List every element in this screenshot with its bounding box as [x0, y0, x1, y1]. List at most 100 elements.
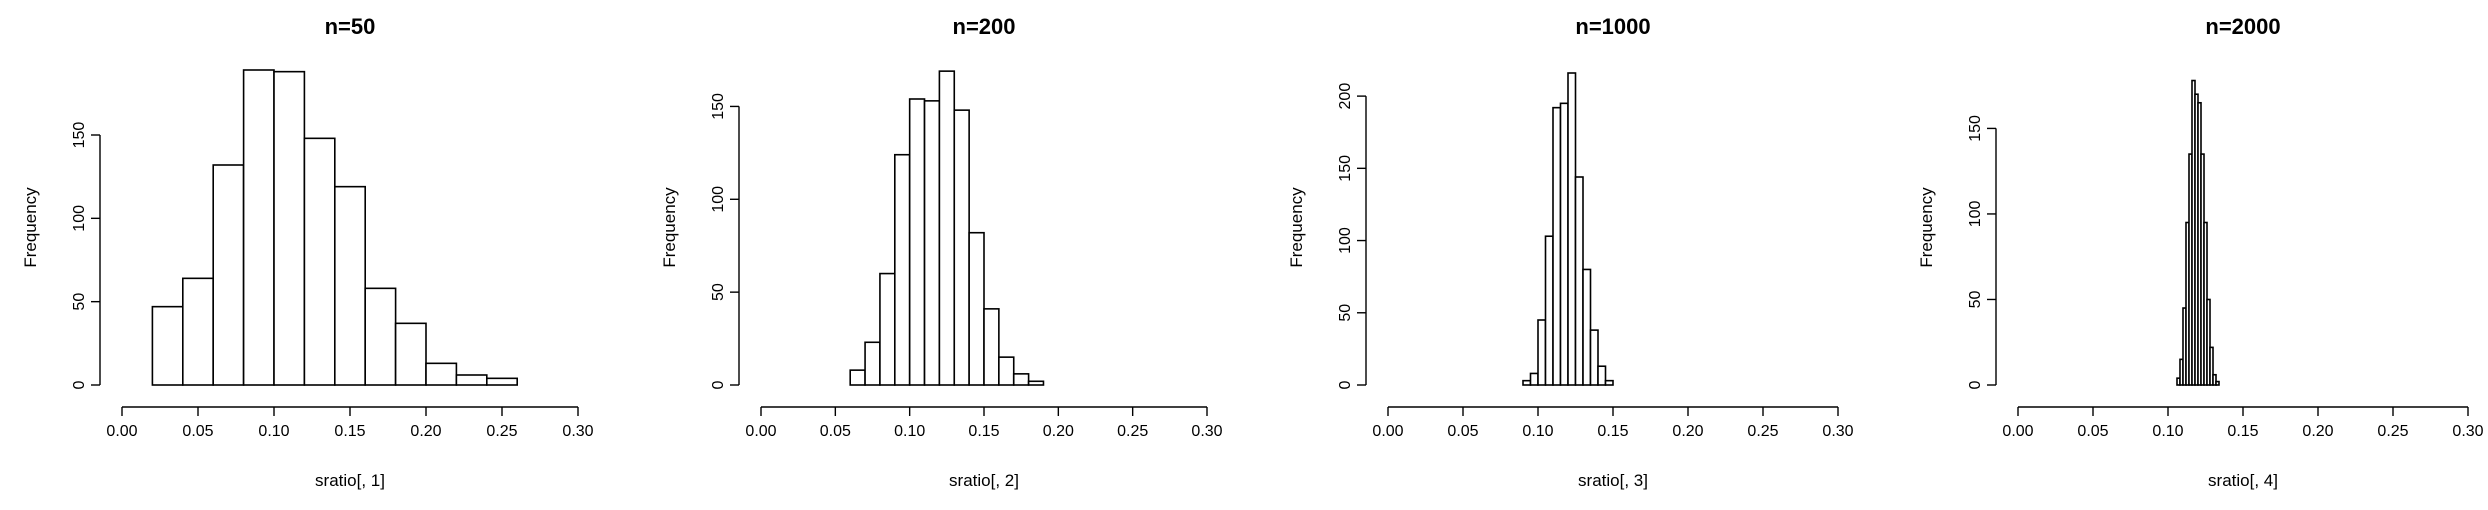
histogram-bar [151, 305, 184, 386]
x-tick-label: 0.15 [968, 423, 999, 440]
x-tick-label: 0.10 [2152, 423, 2183, 440]
histogram-bar [425, 362, 458, 386]
panel-1: n=50 0.00 0.05 0.10 0.15 0.20 0.25 0.30 sratio[,… [21, 14, 594, 490]
x-tick-label: 0.10 [258, 423, 289, 440]
plot-title: n=1000 [1575, 14, 1650, 39]
histogram-bar [1582, 268, 1592, 386]
y-tick-label: 0 [710, 380, 727, 389]
plot-title: n=200 [953, 14, 1016, 39]
x-axis-label: sratio[, 2] [949, 471, 1019, 490]
plot-title: n=2000 [2205, 14, 2280, 39]
histogram-bar [1574, 176, 1584, 386]
x-tick-label: 0.15 [2227, 423, 2258, 440]
histogram-bar [1544, 235, 1554, 386]
histogram-bar [998, 356, 1015, 386]
histogram-bar [1552, 106, 1562, 386]
y-tick-label: 50 [710, 283, 727, 301]
histogram-bar [864, 341, 881, 386]
x-tick-label: 0.05 [2077, 423, 2108, 440]
y-tick-label: 100 [71, 205, 88, 232]
y-axis-label: Frequency [1917, 187, 1936, 268]
x-tick-label: 0.25 [2377, 423, 2408, 440]
histogram-bar [1522, 379, 1532, 386]
histogram-bar [938, 70, 956, 386]
x-tick-label: 0.10 [1522, 423, 1553, 440]
y-tick-label: 100 [1967, 201, 1984, 228]
histogram-bar [485, 377, 518, 386]
histogram-bar [908, 98, 926, 386]
x-tick-label: 0.05 [182, 423, 213, 440]
y-tick-label: 150 [1337, 155, 1354, 182]
y-tick-label: 0 [71, 380, 88, 389]
histogram-bar [394, 322, 427, 386]
y-axis-label: Frequency [1287, 187, 1306, 268]
x-tick-label: 0.20 [1043, 423, 1074, 440]
histogram-bar [333, 185, 366, 386]
x-tick-label: 0.25 [1117, 423, 1148, 440]
histogram-bar [953, 109, 970, 386]
x-tick-label: 0.30 [1822, 423, 1853, 440]
y-tick-label: 200 [1337, 83, 1354, 110]
x-tick-label: 0.15 [1597, 423, 1628, 440]
histogram-bar [2206, 298, 2211, 386]
x-axis-label: sratio[, 3] [1578, 471, 1648, 490]
histogram-bar [879, 272, 896, 386]
histogram-bar [849, 369, 866, 386]
y-tick-label: 150 [71, 122, 88, 149]
histogram-bar [1589, 329, 1599, 386]
y-tick-label: 50 [1337, 304, 1354, 322]
histogram-bar [1529, 372, 1539, 386]
x-tick-label: 0.30 [2452, 423, 2483, 440]
histogram-bar [303, 137, 336, 386]
x-tick-label: 0.00 [745, 423, 776, 440]
histogram-bar [1604, 379, 1614, 386]
x-tick-label: 0.10 [894, 423, 925, 440]
panel-4: n=2000 0.00 0.05 0.10 0.15 0.20 0.25 0.30 sratio… [1917, 14, 2484, 490]
x-tick-label: 0.30 [562, 423, 593, 440]
histogram-bar [242, 69, 275, 386]
histogram-bar [2212, 373, 2217, 386]
y-tick-label: 50 [71, 293, 88, 311]
x-tick-label: 0.00 [106, 423, 137, 440]
histogram-bar [273, 70, 306, 386]
y-tick-label: 150 [1967, 115, 1984, 142]
histogram-bar [364, 287, 397, 386]
histogram-bar [1537, 319, 1547, 386]
x-tick-label: 0.05 [1447, 423, 1478, 440]
y-axis-label: Frequency [21, 187, 40, 268]
y-axis-label: Frequency [660, 187, 679, 268]
y-tick-label: 100 [1337, 227, 1354, 254]
histogram-bar [968, 231, 985, 386]
x-tick-label: 0.20 [410, 423, 441, 440]
x-tick-label: 0.00 [2002, 423, 2033, 440]
x-tick-label: 0.30 [1191, 423, 1222, 440]
y-tick-label: 150 [710, 93, 727, 120]
histogram-bar [2209, 346, 2214, 386]
x-tick-label: 0.05 [820, 423, 851, 440]
y-tick-label: 0 [1337, 380, 1354, 389]
histogram-bar [182, 277, 215, 386]
histogram-bar [923, 100, 941, 386]
histogram-bar [983, 308, 1000, 386]
x-axis-label: sratio[, 1] [315, 471, 385, 490]
plot-title: n=50 [325, 14, 376, 39]
histogram-bar [893, 153, 911, 386]
x-tick-label: 0.00 [1372, 423, 1403, 440]
histogram-bar [2215, 380, 2220, 386]
y-tick-label: 0 [1967, 380, 1984, 389]
histogram-bar [1567, 72, 1577, 386]
histogram-bar [1559, 102, 1569, 386]
histogram-bar [212, 164, 245, 386]
histogram-bar [455, 374, 488, 386]
x-tick-label: 0.15 [334, 423, 365, 440]
panel-2: n=200 0.00 0.05 0.10 0.15 0.20 0.25 0.30 sratio[… [660, 14, 1223, 490]
y-tick-label: 50 [1967, 290, 1984, 308]
panel-3: n=1000 0.00 0.05 0.10 0.15 0.20 0.25 0.30 sratio… [1287, 14, 1854, 490]
histogram-bar [1012, 373, 1030, 386]
histogram-bar [1597, 365, 1607, 386]
x-tick-label: 0.20 [1672, 423, 1703, 440]
x-tick-label: 0.25 [486, 423, 517, 440]
y-tick-label: 100 [710, 186, 727, 213]
x-tick-label: 0.25 [1747, 423, 1778, 440]
